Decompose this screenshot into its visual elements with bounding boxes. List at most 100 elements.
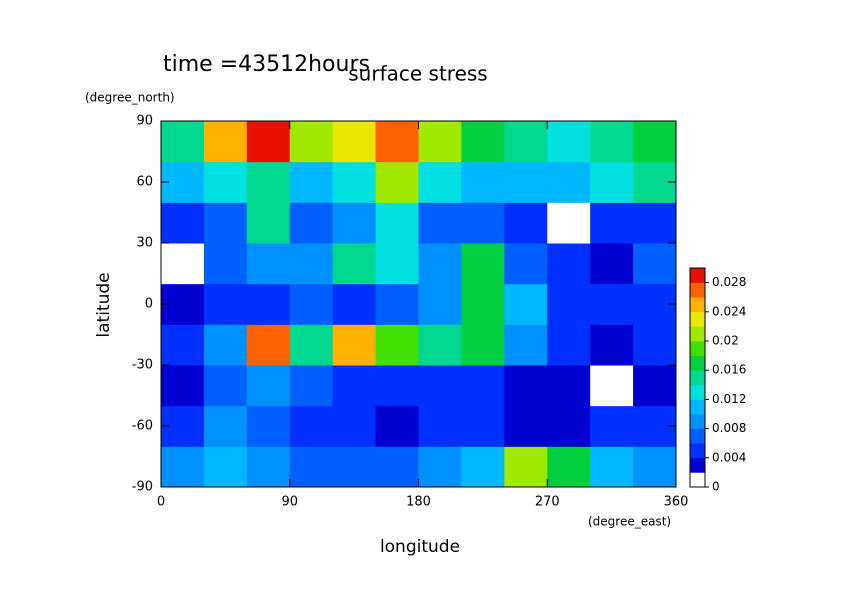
colorbar-tick-label: 0.016 (712, 363, 746, 377)
cell (547, 283, 591, 325)
colorbar-tick-label: 0 (712, 480, 720, 494)
cell (161, 121, 205, 163)
cell (461, 283, 505, 325)
colorbar-swatch (690, 341, 705, 356)
x-unit: (degree_east) (588, 515, 671, 529)
cell (289, 446, 334, 488)
cell (418, 405, 462, 447)
cell (203, 121, 248, 163)
cell (461, 121, 505, 163)
cell (332, 202, 377, 244)
cell (203, 161, 248, 203)
cell (332, 446, 377, 488)
cell (289, 202, 334, 244)
cell (332, 324, 377, 366)
cell (375, 161, 419, 203)
cell (633, 243, 677, 285)
cell (289, 283, 334, 325)
field (161, 121, 677, 488)
x-tick-label: 90 (281, 495, 298, 510)
x-tick-label: 180 (406, 495, 431, 510)
colorbar-swatch (690, 443, 705, 459)
colorbar-tick-label: 0.028 (712, 275, 746, 289)
cell (332, 283, 377, 325)
cell (461, 202, 505, 244)
cell (590, 446, 634, 488)
cell (590, 324, 634, 366)
cell (418, 121, 462, 163)
colorbar-tick-label: 0.004 (712, 450, 746, 464)
cell (203, 324, 248, 366)
colorbar-tick-label: 0.008 (712, 421, 746, 435)
y-tick-label: 90 (136, 114, 153, 129)
colorbar-frame (689, 267, 706, 488)
colorbar-swatch (690, 414, 705, 429)
cell (203, 446, 248, 488)
y-tick-label: 30 (136, 236, 153, 251)
cell (461, 405, 505, 447)
cell (633, 324, 677, 366)
cell (590, 365, 634, 407)
cell (203, 365, 248, 407)
cell (504, 365, 548, 407)
colorbar-swatch (690, 297, 705, 313)
cell (375, 202, 419, 244)
cell (203, 243, 248, 285)
cell (504, 121, 548, 163)
cell (633, 202, 677, 244)
cell (246, 121, 291, 163)
cell (289, 324, 334, 366)
colorbar-swatch (690, 311, 705, 327)
y-unit: (degree_north) (85, 91, 175, 105)
cell (590, 121, 634, 163)
y-tick-label: -30 (132, 358, 153, 373)
cell (418, 446, 462, 488)
cell (375, 405, 419, 447)
cell (375, 446, 419, 488)
cell (246, 405, 291, 447)
cell (418, 283, 462, 325)
cell (246, 161, 291, 203)
cell (633, 446, 677, 488)
cell (161, 324, 205, 366)
cell (332, 161, 377, 203)
cell (246, 243, 291, 285)
colorbar-swatch (690, 282, 705, 298)
colorbar-swatch (690, 384, 705, 400)
cell (547, 365, 591, 407)
cell (504, 324, 548, 366)
y-tick-label: 60 (136, 175, 153, 190)
colorbar-swatch (690, 472, 705, 488)
cell (246, 202, 291, 244)
cell (332, 405, 377, 447)
cell (375, 121, 419, 163)
cell (547, 202, 591, 244)
x-tick-label: 360 (664, 495, 689, 510)
cell (461, 446, 505, 488)
colorbar-swatch (690, 268, 705, 283)
cell (590, 202, 634, 244)
cell (203, 283, 248, 325)
cell (246, 324, 291, 366)
chart-subtitle: time =43512hours (163, 52, 370, 77)
colorbar-swatch (690, 355, 705, 371)
cell (461, 243, 505, 285)
cell (590, 161, 634, 203)
cell (547, 405, 591, 447)
y-tick-label: -90 (132, 480, 153, 495)
cell (547, 324, 591, 366)
colorbar-tick-label: 0.02 (712, 334, 739, 348)
cell (375, 243, 419, 285)
colorbar-swatch (690, 399, 705, 415)
cell (289, 243, 334, 285)
cell (547, 446, 591, 488)
cell (375, 365, 419, 407)
cell (590, 283, 634, 325)
cell (332, 121, 377, 163)
chart-title: surface stress (348, 62, 487, 86)
cell (246, 283, 291, 325)
cell (461, 161, 505, 203)
cell (590, 405, 634, 447)
colorbar-swatch (690, 428, 705, 444)
